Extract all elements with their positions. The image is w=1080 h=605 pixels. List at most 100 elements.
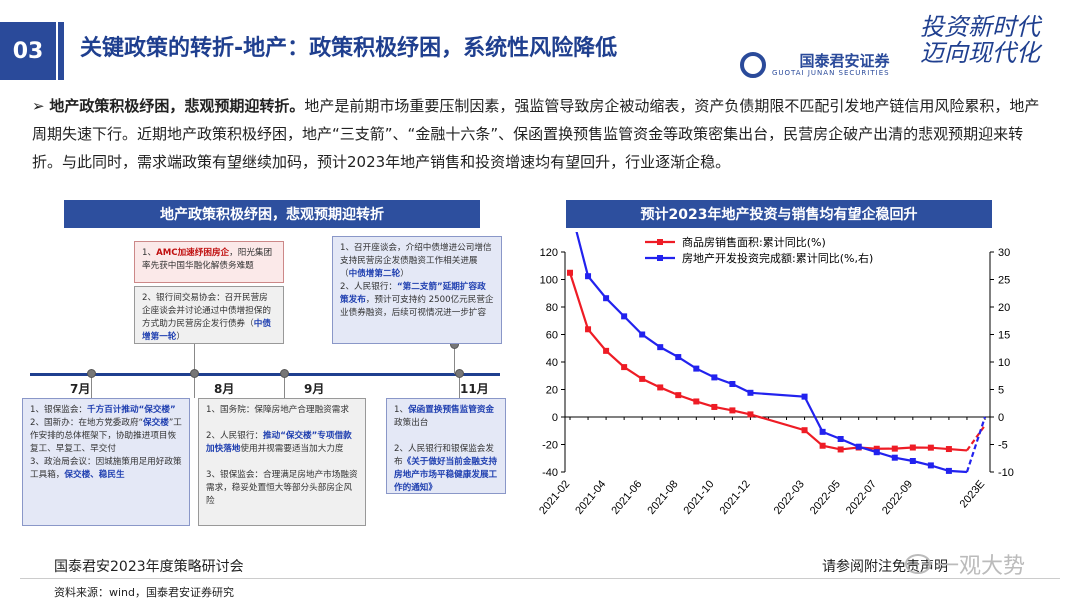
data-point xyxy=(639,331,646,338)
policy-text: 保交楼 xyxy=(143,418,169,428)
x-tick-label: 2021-08 xyxy=(645,478,680,517)
y-tick-label: 60 xyxy=(546,330,558,342)
data-point xyxy=(837,436,844,442)
series-line xyxy=(568,272,968,452)
policy-text: ”工作安排的总体框架下，协助推进项目恢复工、早复工、早交付 xyxy=(30,418,182,454)
watermark-text: 一观大势 xyxy=(937,554,1026,579)
policy-box-top-2: 2、银行间交易协会：召开民营房企座谈会并讨论通过中债增担保的方式助力民营房企发行… xyxy=(134,286,284,344)
timeline-axis xyxy=(30,373,500,376)
timeline-dot xyxy=(87,369,96,378)
footer-divider xyxy=(20,578,1060,579)
connector xyxy=(459,376,460,398)
data-point xyxy=(837,446,844,453)
policy-text: 保函置换预售监管资金 xyxy=(408,405,495,415)
y-tick-label: 120 xyxy=(540,247,558,259)
policy-text: 1、召开座谈会，介绍中债增进公司增信支持民营房企发债融资工作相关进展（ xyxy=(340,243,492,279)
logo-icon xyxy=(740,52,766,78)
data-point xyxy=(621,364,628,371)
data-point xyxy=(801,393,808,400)
data-point xyxy=(711,374,718,381)
connector xyxy=(284,376,285,398)
y-tick-label: 0 xyxy=(552,412,558,424)
watermark: 一观大势 xyxy=(905,548,1025,580)
company-logo: 国泰君安证券 GUOTAI JUNAN SECURITIES xyxy=(740,52,890,78)
data-point xyxy=(729,407,736,414)
policy-text: 中债增第一轮 xyxy=(142,319,271,342)
slogan-line2: 迈向现代化 xyxy=(920,39,1040,67)
data-point xyxy=(819,428,826,435)
data-point xyxy=(891,454,898,461)
brand-block: 投资新时代 迈向现代化 国泰君安证券 GUOTAI JUNAN SECURITI… xyxy=(740,14,1040,78)
x-tick-label: 2021-10 xyxy=(682,478,717,517)
policy-box-bottom-1: 1、银保监会：千方百计推动“保交楼” 2、国新办：在地方党委政府“保交楼”工作安排… xyxy=(22,398,190,526)
footer-event: 国泰君安2023年度策略研讨会 xyxy=(54,559,244,575)
y2-tick-label: -5 xyxy=(998,440,1008,452)
y2-tick-label: 5 xyxy=(998,385,1004,397)
timeline-heading: 地产政策积极纾困，悲观预期迎转折 xyxy=(64,200,480,228)
policy-text: 1、国务院：保障房地产合理融资需求 xyxy=(206,405,349,415)
data-point xyxy=(621,313,628,320)
data-point xyxy=(567,269,573,276)
summary-lead: 地产政策积极纾困，悲观预期迎转折。 xyxy=(49,97,305,115)
policy-text: 2、国新办：在地方党委政府“ xyxy=(30,418,144,428)
data-point xyxy=(675,392,682,399)
data-point xyxy=(639,375,646,382)
data-point xyxy=(747,411,754,418)
company-en: GUOTAI JUNAN SECURITIES xyxy=(772,68,890,77)
legend-marker xyxy=(657,239,663,245)
connector xyxy=(194,344,195,374)
y2-tick-label: 25 xyxy=(998,275,1010,287)
month-label: 7月 xyxy=(70,382,91,396)
data-point xyxy=(711,403,718,410)
data-point xyxy=(927,462,934,469)
data-point xyxy=(675,354,682,361)
x-tick-label: 2022-03 xyxy=(772,478,807,517)
data-point xyxy=(693,398,700,405)
policy-text: 2、人民银行和银保监会发布 xyxy=(394,444,494,467)
policy-text: 2、银行间交易协会：召开民营房企座谈会并讨论通过中债增担保的方式助力民营房企发行… xyxy=(142,293,271,329)
policy-text: 3、银保监会：合理满足房地产市场融资需求，稳妥处置恒大等部分头部房企风险 xyxy=(206,470,358,506)
policy-text: 2、人民银行： xyxy=(340,282,398,292)
series-line-estimate xyxy=(965,416,987,473)
policy-text: 中债增第二轮 xyxy=(348,269,401,279)
legend-label: 商品房销售面积:累计同比(%) xyxy=(682,235,826,249)
policy-box-bottom-3: 1、保函置换预售监管资金政策出台 2、人民银行和银保监会发布《关于做好当前金融支持… xyxy=(386,398,506,494)
data-point xyxy=(585,326,592,333)
x-tick-label: 2022-07 xyxy=(844,478,879,517)
y2-tick-label: 15 xyxy=(998,330,1010,342)
y-tick-label: -40 xyxy=(542,467,558,479)
policy-text: “第二支箭”延期扩容政策发布 xyxy=(340,282,486,305)
data-point xyxy=(729,381,736,387)
data-point xyxy=(945,467,952,474)
x-tick-label: 2021-02 xyxy=(537,478,572,517)
data-point xyxy=(873,445,880,452)
y-tick-label: -20 xyxy=(542,440,558,452)
y-tick-label: 80 xyxy=(546,302,558,314)
data-point xyxy=(693,365,700,372)
policy-text: 使用并视需要适当加大力度 xyxy=(240,444,344,454)
data-point xyxy=(801,427,808,434)
timeline-dot xyxy=(190,369,199,378)
policy-text: 1、 xyxy=(142,248,157,258)
y2-tick-label: 20 xyxy=(998,302,1010,314)
y2-tick-label: -10 xyxy=(998,467,1014,479)
summary-paragraph: ➢ 地产政策积极纾困，悲观预期迎转折。地产是前期市场重要压制因素，强监管导致房企… xyxy=(32,92,1052,176)
data-point xyxy=(819,442,826,449)
data-point xyxy=(657,384,664,391)
y-tick-label: 40 xyxy=(546,357,558,369)
data-point xyxy=(909,444,916,451)
series-line xyxy=(575,232,968,474)
y-tick-label: 20 xyxy=(546,385,558,397)
x-tick-label: 2022-09 xyxy=(880,478,915,517)
policy-text: ，预计可支持约 2500亿元民营企业债券融资，后续可视情况进一步扩容 xyxy=(340,295,494,318)
series-line-estimate xyxy=(966,424,986,452)
wechat-icon xyxy=(905,554,931,574)
timeline-dot xyxy=(455,369,464,378)
policy-text: ） xyxy=(176,332,185,342)
month-label: 8月 xyxy=(214,382,235,396)
data-point xyxy=(873,449,880,456)
data-point xyxy=(603,295,610,302)
month-label: 9月 xyxy=(304,382,325,396)
x-tick-label: 2021-04 xyxy=(573,478,608,517)
policy-box-top-3: 1、召开座谈会，介绍中债增进公司增信支持民营房企发债融资工作相关进展（中债增第二… xyxy=(332,236,502,344)
